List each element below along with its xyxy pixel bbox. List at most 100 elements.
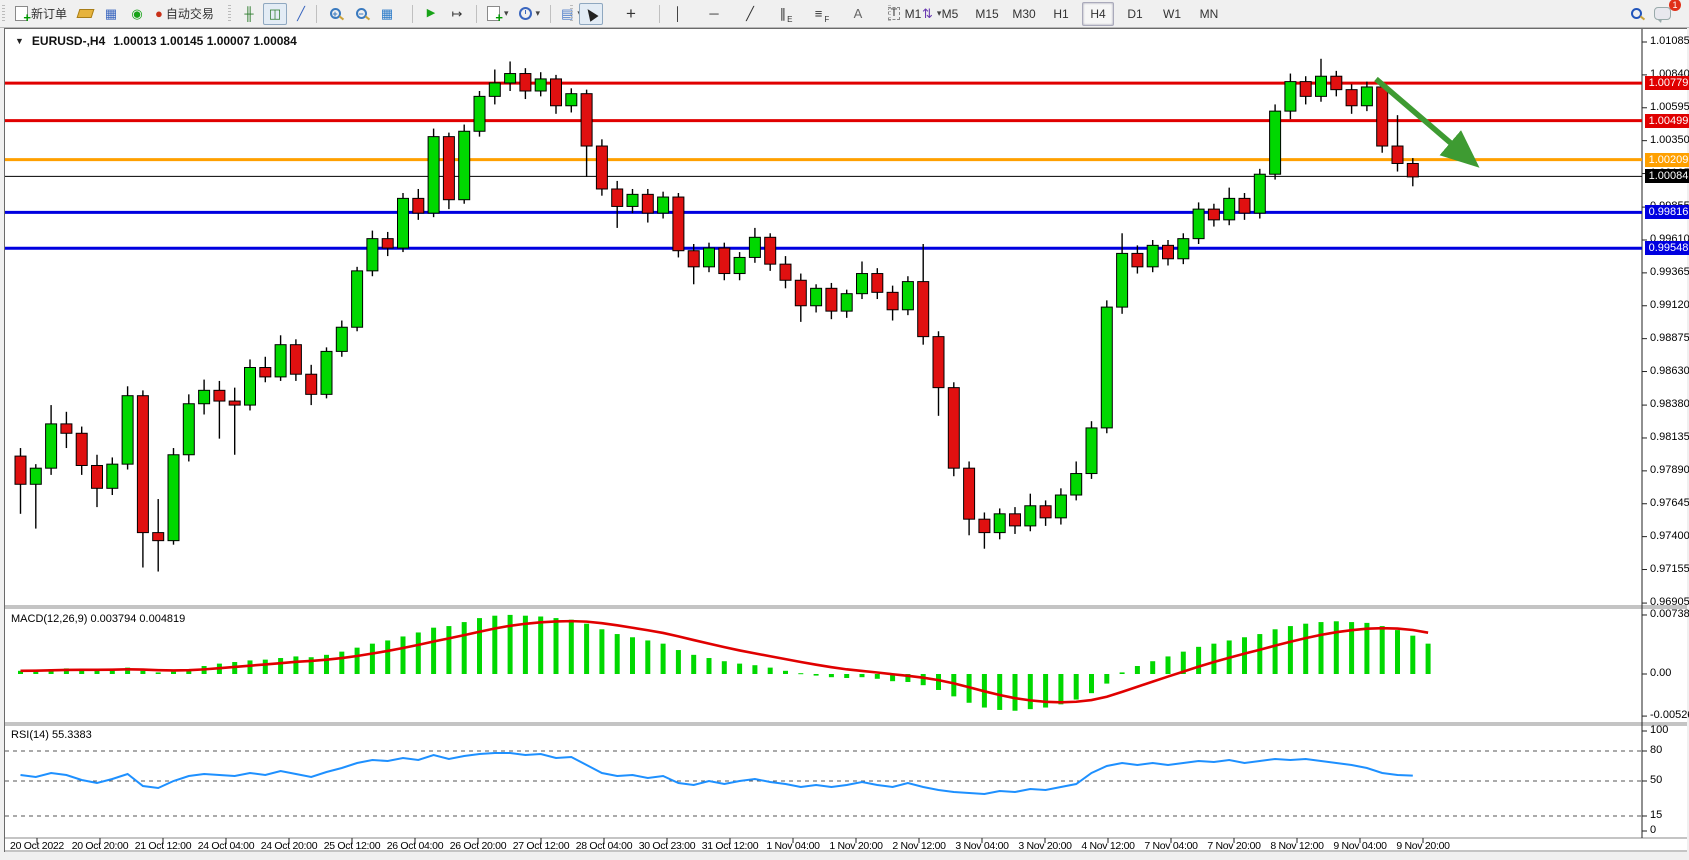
chart-window: ▼ EURUSD-,H4 1.00013 1.00145 1.00007 1.0… [4, 28, 1689, 852]
macd-label: MACD(12,26,9) 0.003794 0.004819 [11, 613, 186, 625]
signals-button[interactable]: ◉ [125, 3, 149, 25]
toolbar-separator [476, 4, 477, 23]
toolbar-separator [316, 4, 317, 23]
price-tick: 0.98875 [1650, 331, 1689, 344]
chat-button[interactable]: 1 [1650, 0, 1681, 25]
price-level-badge: 1.00499 [1645, 113, 1689, 128]
periods-button[interactable]: ▾ [515, 3, 545, 25]
time-label: 9 Nov 20:00 [1396, 840, 1450, 852]
fibonacci-button[interactable]: ≡ F [810, 3, 834, 25]
macd-tick: -0.005269 [1650, 709, 1689, 722]
candlestick-chart-button[interactable]: ◫ [263, 2, 287, 25]
trendline-icon: ╱ [746, 6, 754, 21]
fibonacci-icon: ≡ [814, 6, 824, 21]
rsi-tick: 0 [1650, 824, 1657, 836]
vertical-line-button[interactable]: │ [666, 3, 690, 25]
add-indicator-button[interactable]: ▾ [483, 3, 513, 25]
zoom-in-button[interactable]: + [323, 3, 347, 25]
autotrading-button[interactable]: ● 自动交易 [151, 3, 218, 25]
chart-shift-icon: ↦ [451, 6, 463, 21]
cursor-button[interactable] [579, 2, 603, 25]
time-label: 2 Nov 12:00 [892, 840, 946, 852]
chevron-down-icon[interactable]: ▼ [15, 36, 24, 46]
search-button[interactable] [1624, 3, 1648, 25]
time-label: 21 Oct 12:00 [134, 840, 192, 852]
timeframe-M30[interactable]: M30 [1012, 6, 1036, 21]
toolbar-scroll-group: ▶ ↦ [408, 1, 469, 26]
price-level-badge: 0.99816 [1645, 205, 1689, 220]
price-tick: 0.98380 [1650, 398, 1689, 411]
periods-clock-icon [518, 7, 532, 20]
channel-e-label: E [787, 14, 793, 24]
timeframe-M15[interactable]: M15 [975, 6, 999, 21]
chart-shift-button[interactable]: ↦ [445, 3, 469, 25]
horizontal-line-button[interactable]: ─ [702, 3, 726, 25]
zoom-out-button[interactable]: − [349, 3, 373, 25]
time-label: 20 Oct 20:00 [71, 840, 129, 852]
timeframe-D1[interactable]: D1 [1127, 6, 1143, 21]
price-tick: 0.98630 [1650, 364, 1689, 377]
cursor-icon [583, 5, 599, 22]
equidistant-channel-icon: ∥ [779, 6, 787, 21]
price-tick: 0.97645 [1650, 496, 1689, 509]
timeframe-M5[interactable]: M5 [941, 6, 959, 21]
timeframe-H4[interactable]: H4 [1082, 1, 1114, 26]
search-icon [1630, 8, 1642, 19]
macd-tick: 0.007389 [1650, 607, 1689, 620]
price-tick: 0.99365 [1650, 265, 1689, 278]
line-chart-button[interactable]: ╱ [289, 3, 313, 25]
bar-chart-button[interactable]: ╫ [237, 3, 261, 25]
timeframe-W1[interactable]: W1 [1163, 6, 1181, 21]
toolbar-charttype-group: ╫ ◫ ╱ [228, 1, 313, 26]
rsi-tick: 100 [1650, 724, 1669, 736]
new-order-button[interactable]: 新订单 [11, 3, 71, 25]
toolbar-separator [550, 4, 552, 23]
time-label: 1 Nov 04:00 [766, 840, 820, 852]
time-label: 3 Nov 04:00 [955, 840, 1009, 852]
price-chart[interactable] [5, 29, 1687, 852]
text-button[interactable]: A [846, 3, 870, 25]
autotrading-icon: ● [155, 6, 163, 21]
time-label: 3 Nov 20:00 [1018, 840, 1072, 852]
toolbar-grip [228, 4, 231, 23]
price-tick: 1.00350 [1650, 133, 1689, 146]
auto-scroll-button[interactable]: ▶ [419, 3, 443, 25]
time-label: 28 Oct 04:00 [575, 840, 633, 852]
channel-button[interactable]: ∥ E [774, 3, 798, 25]
chat-icon [1654, 7, 1671, 23]
price-tick: 0.97400 [1650, 529, 1689, 542]
timeframe-M1[interactable]: M1 [904, 6, 922, 21]
chevron-down-icon: ▾ [504, 8, 509, 18]
new-order-label: 新订单 [31, 7, 68, 21]
arrows-button[interactable]: ⇅ ▾ [918, 3, 945, 25]
crosshair-icon: + [626, 4, 636, 23]
line-chart-icon: ╱ [297, 6, 305, 21]
price-tick: 0.96905 [1650, 596, 1689, 609]
crosshair-button[interactable]: + [619, 3, 643, 25]
rsi-label: RSI(14) 55.3383 [11, 729, 92, 741]
rsi-tick: 50 [1650, 774, 1663, 786]
arrows-icon: ⇅ [922, 6, 933, 21]
auto-scroll-icon: ▶ [426, 7, 436, 19]
new-chart-button[interactable]: ▦ [99, 3, 123, 25]
time-label: 31 Oct 12:00 [701, 840, 759, 852]
time-label: 24 Oct 20:00 [260, 840, 318, 852]
price-level-badge: 1.00209 [1645, 152, 1689, 167]
trendline-button[interactable]: ╱ [738, 3, 762, 25]
macd-tick: 0.00 [1650, 667, 1672, 679]
rsi-tick: 15 [1650, 809, 1663, 821]
toolbar-separator [659, 4, 660, 23]
toolbar-timeframes-group: M1 M5 M15 M30 H1 H4 D1 W1 MN [888, 1, 1225, 26]
time-label: 7 Nov 04:00 [1144, 840, 1198, 852]
market-watch-button[interactable] [73, 3, 97, 25]
price-tick: 1.01085 [1650, 35, 1689, 47]
symbol-label: EURUSD-,H4 [31, 34, 106, 48]
tile-windows-button[interactable]: ▦ [375, 3, 399, 25]
timeframe-H1[interactable]: H1 [1053, 6, 1069, 21]
vertical-line-icon: │ [673, 6, 683, 21]
timeframe-MN[interactable]: MN [1199, 6, 1219, 21]
bar-chart-icon: ╫ [244, 6, 254, 21]
time-label: 27 Oct 12:00 [512, 840, 570, 852]
chevron-down-icon: ▾ [535, 8, 541, 18]
tile-windows-icon: ▦ [380, 6, 394, 21]
